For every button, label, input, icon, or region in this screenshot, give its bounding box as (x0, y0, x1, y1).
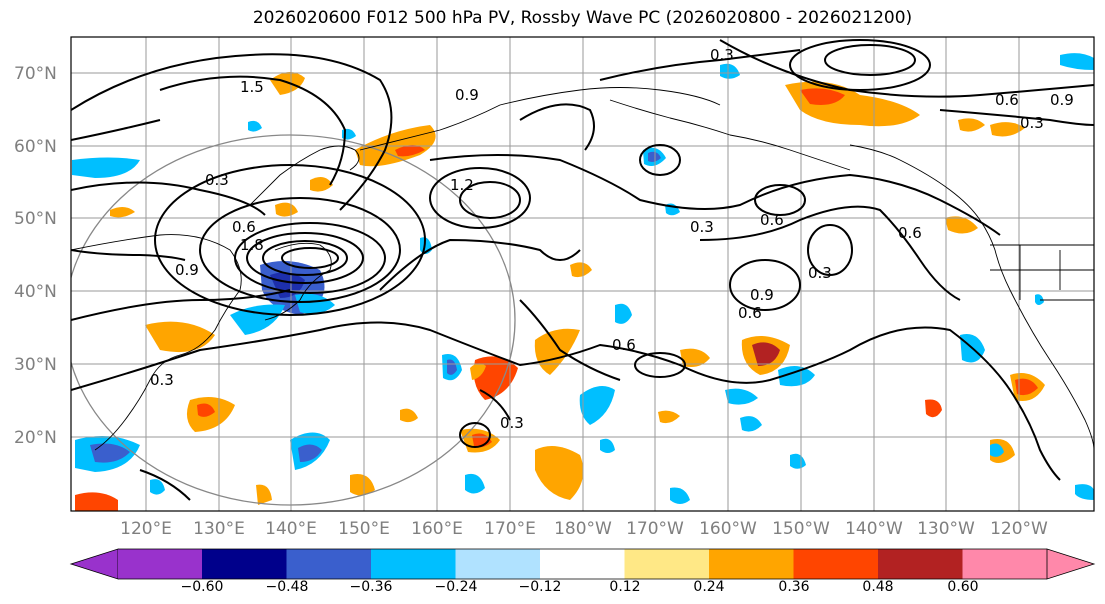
contour-label: 0.3 (500, 414, 524, 432)
colorbar-tick-label: 0.24 (693, 579, 724, 595)
lon-label: 120°W (990, 519, 1048, 539)
colorbar-border (118, 548, 1047, 580)
colorbar-extend-low (69, 548, 119, 580)
colorbar-segment (202, 549, 287, 579)
lon-label: 150°E (338, 519, 390, 539)
colorbar-tick-label: −0.12 (519, 579, 562, 595)
lat-label: 30°N (14, 355, 57, 375)
lon-label: 160°W (699, 519, 757, 539)
contour-label: 0.3 (710, 46, 734, 64)
pv-contours (71, 39, 1094, 501)
colorbar-segment (286, 549, 371, 579)
lon-label: 150°W (772, 519, 830, 539)
lon-label: 170°W (626, 519, 684, 539)
contour-label: 0.9 (175, 261, 199, 279)
colorbar (69, 548, 1096, 580)
lon-label: 130°E (193, 519, 245, 539)
coastlines (71, 87, 1094, 451)
colorbar-tick-label: −0.36 (350, 579, 393, 595)
contour-label: 0.6 (760, 211, 784, 229)
contour-label: 0.3 (808, 264, 832, 282)
contour-label: 0.3 (690, 218, 714, 236)
contour-label: 0.6 (612, 336, 636, 354)
lon-label: 170°E (484, 519, 536, 539)
contour-label: 0.9 (455, 86, 479, 104)
contour-label-group: 0.3 0.6 0.9 1.2 1.5 1.8 0.3 0.6 0.9 0.3 … (150, 46, 1074, 432)
colorbar-tick-label: 0.60 (947, 579, 978, 595)
lon-label: 140°W (845, 519, 903, 539)
lon-label: 130°W (917, 519, 975, 539)
colorbar-tick-label: 0.36 (778, 579, 809, 595)
contour-label: 0.6 (232, 218, 256, 236)
lat-label: 20°N (14, 428, 57, 448)
contour-label: 0.6 (995, 91, 1019, 109)
colorbar-segment (540, 549, 625, 579)
contour-label: 1.5 (240, 78, 264, 96)
map-title: 2026020600 F012 500 hPa PV, Rossby Wave … (252, 8, 913, 28)
contour-label: 0.6 (898, 224, 922, 242)
contour-label: 0.3 (150, 371, 174, 389)
range-circle (71, 134, 516, 506)
contour-label: 1.8 (240, 236, 264, 254)
contour-label: 0.9 (1050, 91, 1074, 109)
contour-label: 0.9 (750, 286, 774, 304)
colorbar-tick-labels: −0.60 −0.48 −0.36 −0.24 −0.12 0.12 0.24 … (181, 579, 979, 595)
lat-label: 60°N (14, 137, 57, 157)
colorbar-extend-high (1046, 548, 1096, 580)
colorbar-tick-label: 0.12 (609, 579, 640, 595)
colorbar-segment (793, 549, 878, 579)
lat-label: 40°N (14, 282, 57, 302)
longitude-labels: 120°E 130°E 140°E 150°E 160°E 170°E 180°… (120, 519, 1048, 539)
colorbar-segment (371, 549, 456, 579)
contour-label: 1.2 (450, 176, 474, 194)
lon-label: 180°W (554, 519, 612, 539)
colorbar-segment (962, 549, 1047, 579)
colorbar-tick-label: −0.60 (181, 579, 224, 595)
colorbar-segment (709, 549, 794, 579)
lat-label: 50°N (14, 209, 57, 229)
lat-label: 70°N (14, 64, 57, 84)
contour-label: 0.6 (738, 304, 762, 322)
colorbar-tick-label: 0.48 (862, 579, 893, 595)
colorbar-segment (624, 549, 709, 579)
colorbar-segment (118, 549, 202, 579)
colorbar-segment (878, 549, 963, 579)
colorbar-segment (455, 549, 540, 579)
lon-label: 160°E (411, 519, 463, 539)
colorbar-tick-label: −0.24 (435, 579, 478, 595)
map-frame (70, 36, 1095, 512)
colorbar-tick-label: −0.48 (266, 579, 309, 595)
contour-label: 0.3 (1020, 114, 1044, 132)
lon-label: 120°E (120, 519, 172, 539)
latitude-labels: 70°N 60°N 50°N 40°N 30°N 20°N (14, 64, 57, 448)
lon-label: 140°E (265, 519, 317, 539)
contour-label: 0.3 (205, 171, 229, 189)
